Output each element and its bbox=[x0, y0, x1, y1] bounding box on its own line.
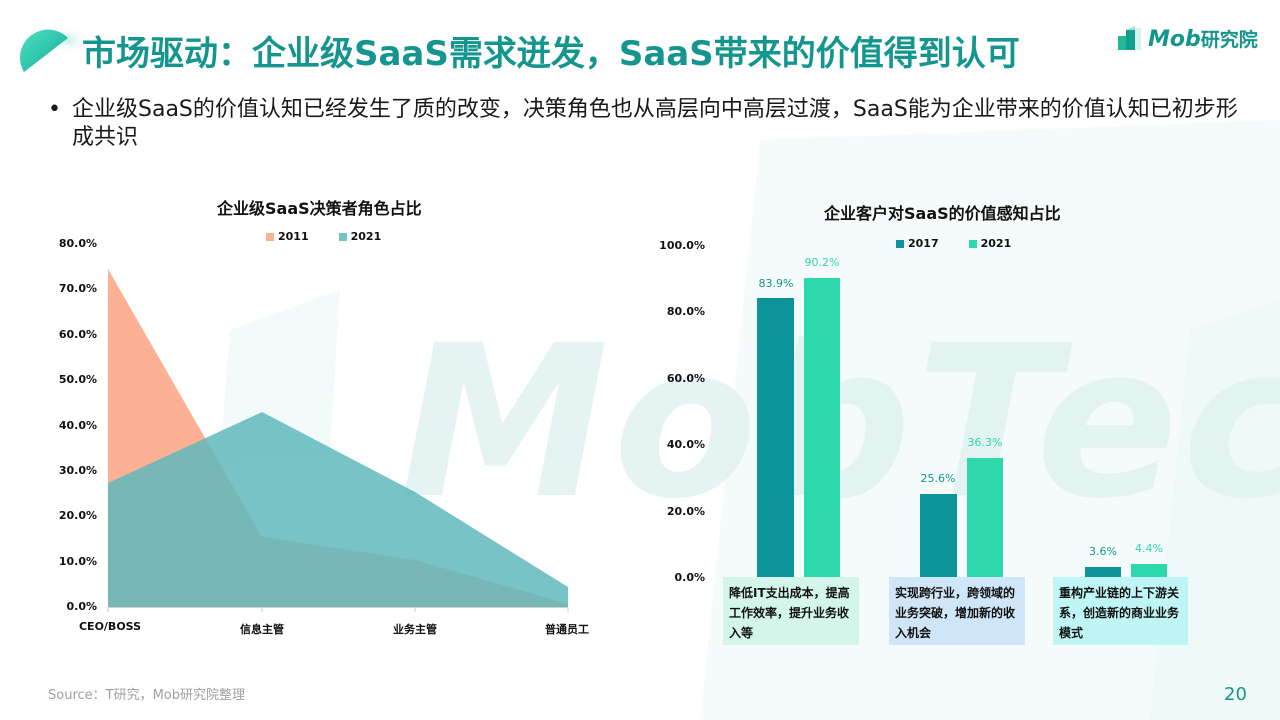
bar-2021-cat1 bbox=[804, 278, 840, 577]
x-tick: CEO/BOSS bbox=[78, 620, 142, 633]
bar-2017-cat2 bbox=[920, 494, 957, 577]
y-tick: 60.0% bbox=[666, 372, 705, 385]
y-tick: 100.0% bbox=[659, 239, 705, 252]
y-tick: 0.0% bbox=[66, 600, 97, 613]
bar-value-label: 3.6% bbox=[1089, 545, 1117, 558]
legend-label-2021: 2021 bbox=[350, 230, 382, 243]
legend-item-2021: 2021 bbox=[968, 237, 1012, 250]
bar-value-label: 83.9% bbox=[758, 277, 794, 290]
logo-text: Mob研究院 bbox=[1148, 26, 1258, 52]
category-box-1: 降低IT支出成本，提高工作效率，提升业务收入等 bbox=[723, 577, 859, 645]
right-chart-legend: 2017 2021 bbox=[896, 237, 1041, 250]
bullet-text: 企业级SaaS的价值认知已经发生了质的改变，决策角色也从高层向中高层过渡，Saa… bbox=[72, 97, 1238, 150]
legend-item-2017: 2017 bbox=[896, 237, 939, 250]
bar-2017-cat3 bbox=[1085, 567, 1121, 577]
y-tick: 20.0% bbox=[666, 505, 705, 518]
legend-label-2017: 2017 bbox=[908, 237, 939, 250]
watermark: MobTech bbox=[400, 300, 1280, 545]
legend-label-2011: 2011 bbox=[278, 230, 309, 243]
category-box-3: 重构产业链的上下游关系，创造新的商业业务模式 bbox=[1053, 577, 1188, 645]
legend-label-2021: 2021 bbox=[980, 237, 1012, 250]
mob-logo: Mob研究院 bbox=[1116, 22, 1258, 54]
y-tick: 10.0% bbox=[58, 555, 97, 568]
bar-2017-cat1 bbox=[757, 298, 794, 577]
x-tick: 普通员工 bbox=[545, 623, 589, 636]
bar-2021-cat2 bbox=[967, 458, 1003, 577]
right-chart-title: 企业客户对SaaS的价值感知占比 bbox=[824, 204, 1061, 223]
summary-bullet: • 企业级SaaS的价值认知已经发生了质的改变，决策角色也从高层向中高层过渡，S… bbox=[48, 96, 1248, 152]
y-tick: 80.0% bbox=[666, 305, 705, 318]
bullet-dot-icon: • bbox=[48, 97, 61, 122]
bar-2021-cat3 bbox=[1131, 564, 1167, 577]
y-tick: 40.0% bbox=[666, 438, 705, 451]
bar-value-label: 36.3% bbox=[967, 436, 1003, 449]
building-logo-icon bbox=[1118, 26, 1141, 50]
bar-value-label: 25.6% bbox=[920, 472, 956, 485]
legend-item-2011: 2011 bbox=[266, 230, 309, 243]
title-accent-icon bbox=[20, 26, 86, 72]
y-tick: 30.0% bbox=[58, 464, 97, 477]
left-chart-legend: 2011 2021 bbox=[266, 230, 411, 243]
y-tick: 50.0% bbox=[58, 373, 97, 386]
legend-swatch-2021 bbox=[338, 232, 347, 241]
y-tick: 0.0% bbox=[674, 571, 705, 584]
x-tick: 信息主管 bbox=[240, 623, 284, 636]
page-title: 市场驱动：企业级SaaS需求迸发，SaaS带来的价值得到认可 bbox=[82, 34, 1020, 74]
y-tick: 80.0% bbox=[58, 237, 97, 250]
y-tick: 60.0% bbox=[58, 328, 97, 341]
y-tick: 40.0% bbox=[58, 419, 97, 432]
bar-value-label: 90.2% bbox=[804, 256, 840, 269]
bar-value-label: 4.4% bbox=[1135, 542, 1163, 555]
category-box-2: 实现跨行业，跨领域的业务突破，增加新的收入机会 bbox=[889, 577, 1025, 645]
source-note: Source：T研究，Mob研究院整理 bbox=[48, 688, 246, 703]
y-tick: 20.0% bbox=[58, 509, 97, 522]
legend-swatch-2021 bbox=[968, 239, 977, 248]
left-chart-title: 企业级SaaS决策者角色占比 bbox=[217, 199, 422, 218]
legend-item-2021: 2021 bbox=[338, 230, 382, 243]
legend-swatch-2017 bbox=[896, 239, 904, 248]
legend-swatch-2011 bbox=[266, 232, 274, 241]
page-number: 20 bbox=[1224, 684, 1247, 705]
y-tick: 70.0% bbox=[58, 282, 97, 295]
x-tick: 业务主管 bbox=[393, 623, 437, 636]
